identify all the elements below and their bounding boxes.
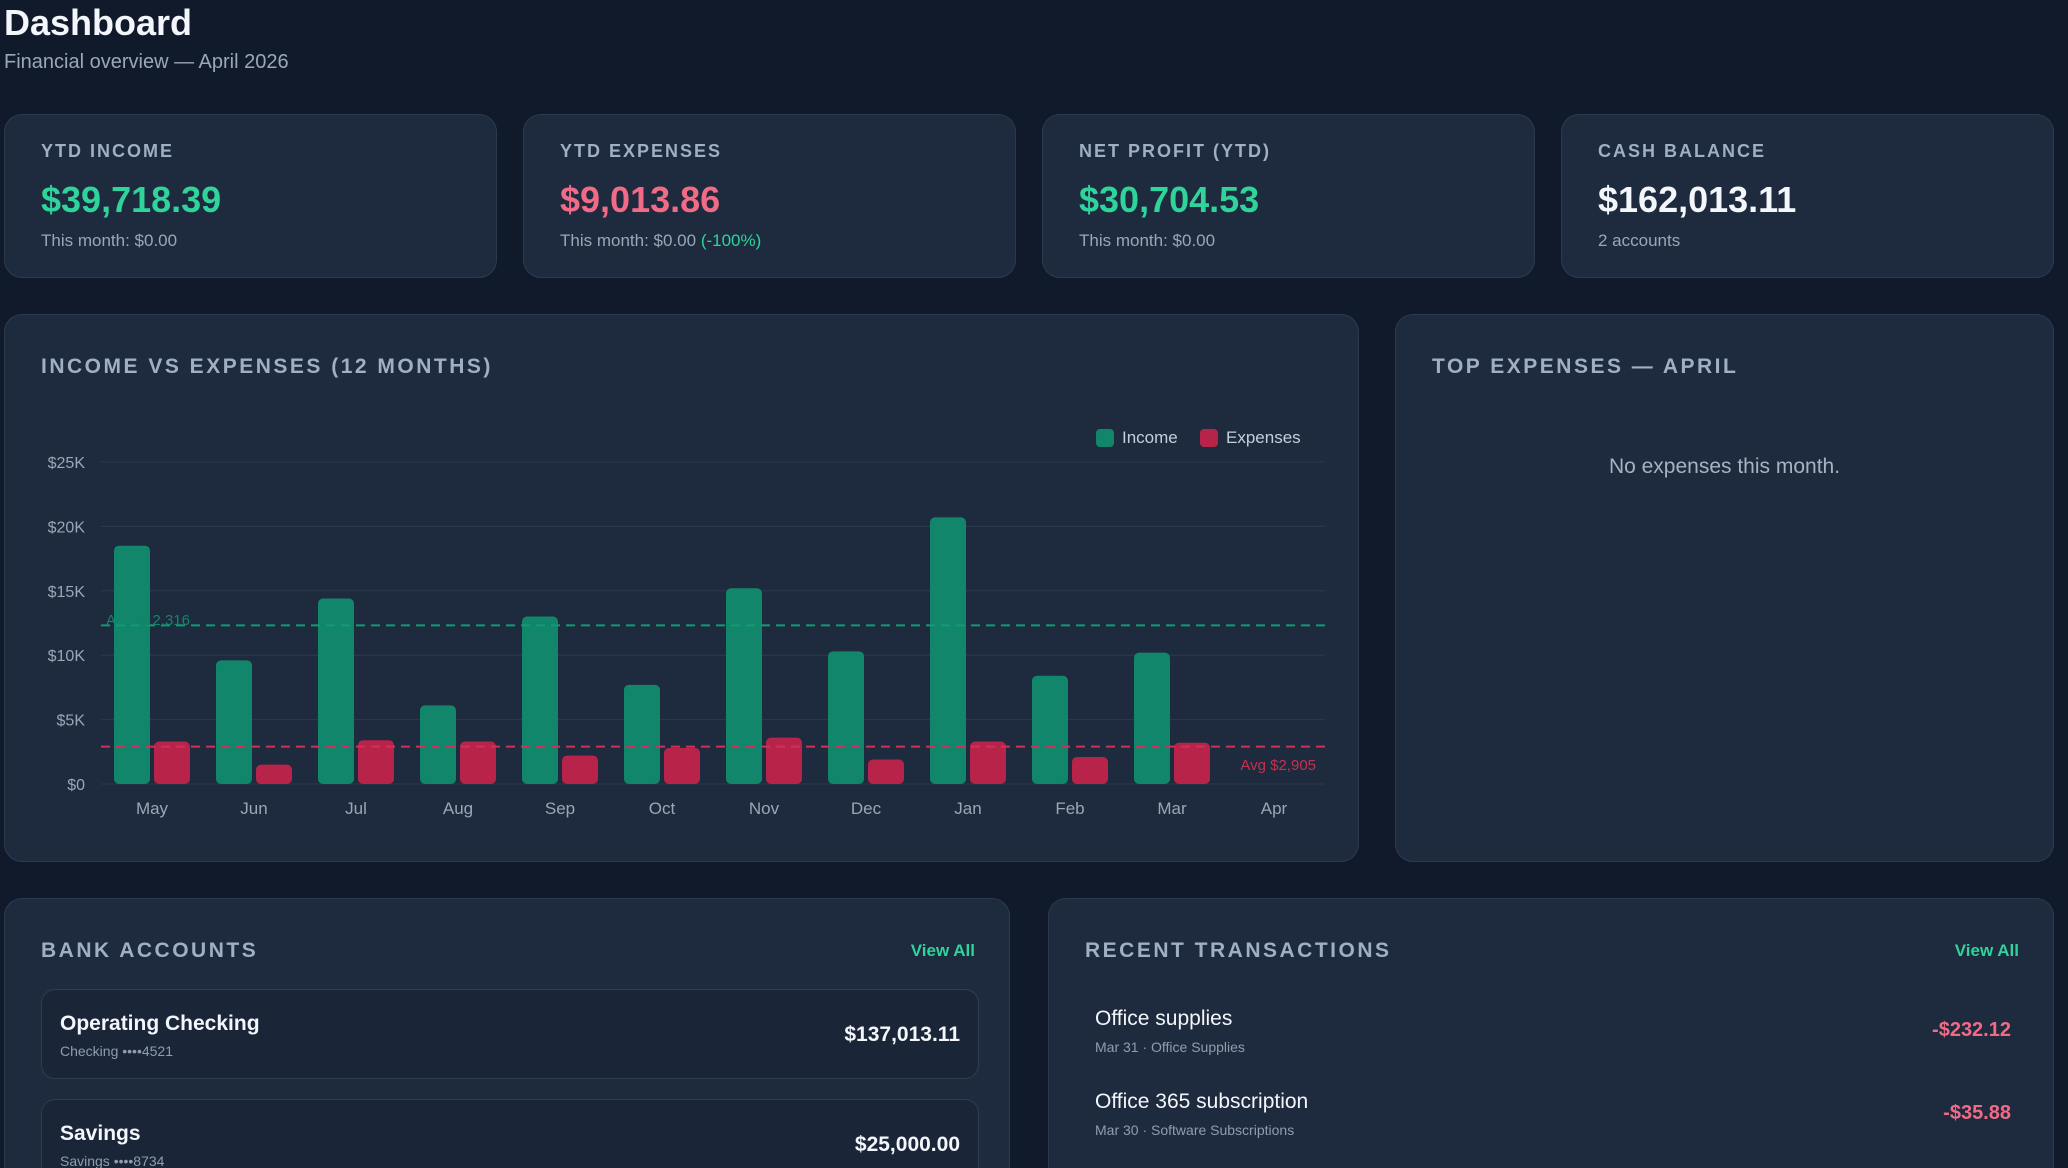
y-tick-label: $5K: [57, 713, 86, 730]
transaction-row[interactable]: Office 365 subscription Mar 30 · Softwar…: [1095, 1090, 2011, 1152]
kpi-card-ytd-expenses: YTD EXPENSES $9,013.86 This month: $0.00…: [523, 114, 1016, 278]
expense-average-label: Avg $2,905: [1240, 757, 1316, 774]
y-tick-label: $20K: [48, 519, 86, 536]
x-tick-label: Feb: [1055, 799, 1084, 818]
account-name: Operating Checking: [60, 1012, 260, 1035]
income-bar[interactable]: [420, 705, 456, 784]
kpi-label: YTD INCOME: [41, 141, 175, 161]
x-tick-label: Apr: [1261, 799, 1288, 818]
x-tick-label: Nov: [749, 799, 780, 818]
page-subtitle: Financial overview — April 2026: [4, 51, 289, 73]
transaction-name: Office 365 subscription: [1095, 1090, 1309, 1113]
top-expenses-title: TOP EXPENSES — APRIL: [1432, 355, 1739, 378]
transaction-name: Office supplies: [1095, 1007, 1233, 1030]
transaction-row[interactable]: Office supplies Mar 31 · Office Supplies…: [1095, 1007, 2011, 1069]
legend-label-expenses: Expenses: [1226, 428, 1301, 447]
x-tick-label: Mar: [1157, 799, 1187, 818]
income-bar[interactable]: [522, 616, 558, 784]
bank-accounts-title: BANK ACCOUNTS: [41, 939, 259, 962]
income-expenses-chart: $0 $5K $10K $15K $20K $25K May Jun Jul Aug Sep Oct N…: [48, 428, 1325, 818]
kpi-card-net-profit: NET PROFIT (YTD) $30,704.53 This month: …: [1042, 114, 1535, 278]
y-tick-label: $15K: [48, 584, 86, 601]
bank-accounts-view-all-link[interactable]: View All: [910, 941, 975, 960]
account-row[interactable]: Operating Checking Checking ••••4521 $13…: [41, 989, 979, 1079]
income-bar[interactable]: [318, 598, 354, 784]
x-tick-label: May: [136, 799, 169, 818]
account-row[interactable]: Savings Savings ••••8734 $25,000.00: [41, 1099, 979, 1168]
income-average-label: Avg $12,316: [106, 612, 190, 629]
x-tick-label: Aug: [443, 799, 473, 818]
kpi-sub: 2 accounts: [1598, 231, 1681, 250]
income-bar[interactable]: [930, 517, 966, 784]
recent-transactions-card: RECENT TRANSACTIONS View All Office supp…: [1048, 898, 2054, 1168]
kpi-label: NET PROFIT (YTD): [1079, 141, 1271, 161]
recent-transactions-title: RECENT TRANSACTIONS: [1085, 939, 1392, 962]
kpi-sub: This month: $0.00: [1079, 231, 1216, 250]
expense-bar[interactable]: [154, 741, 190, 784]
income-bar[interactable]: [216, 660, 252, 784]
income-bar[interactable]: [828, 651, 864, 784]
kpi-value: $162,013.11: [1598, 179, 1797, 220]
kpi-sub-text: This month: $0.00: [560, 231, 697, 250]
kpi-label: YTD EXPENSES: [560, 141, 723, 161]
x-tick-label: Jan: [954, 799, 981, 818]
account-balance: $137,013.11: [844, 1023, 960, 1046]
kpi-sub: This month: $0.00 (-100%): [560, 231, 761, 251]
expense-bar[interactable]: [970, 741, 1006, 784]
transactions-view-all-link[interactable]: View All: [1954, 941, 2019, 960]
legend-label-income: Income: [1122, 428, 1178, 447]
income-bar[interactable]: [726, 588, 762, 784]
page-title: Dashboard: [4, 2, 193, 43]
kpi-card-cash-balance: CASH BALANCE $162,013.11 2 accounts: [1561, 114, 2054, 278]
kpi-value: $39,718.39: [41, 179, 222, 220]
kpi-label: CASH BALANCE: [1598, 141, 1766, 161]
income-bar[interactable]: [114, 545, 150, 784]
kpi-sub: This month: $0.00: [41, 231, 178, 250]
x-tick-label: Jul: [345, 799, 367, 818]
transaction-amount: -$35.88: [1943, 1102, 2011, 1124]
x-tick-label: Jun: [240, 799, 267, 818]
y-tick-label: $0: [67, 777, 85, 794]
x-tick-label: Oct: [649, 799, 676, 818]
account-name: Savings: [60, 1122, 141, 1145]
income-bar[interactable]: [1134, 652, 1170, 784]
y-tick-label: $10K: [48, 648, 86, 665]
x-tick-label: Dec: [851, 799, 882, 818]
legend-swatch-income: [1096, 429, 1114, 447]
expense-bar[interactable]: [868, 759, 904, 784]
transaction-meta: Mar 31 · Office Supplies: [1095, 1039, 1245, 1055]
income-bar[interactable]: [624, 684, 660, 784]
empty-state-message: No expenses this month.: [1608, 455, 1841, 478]
transaction-amount: -$232.12: [1932, 1019, 2011, 1041]
bank-accounts-card: BANK ACCOUNTS View All Operating Checkin…: [4, 898, 1010, 1168]
top-expenses-card: TOP EXPENSES — APRIL No expenses this mo…: [1395, 314, 2054, 862]
chart-title: INCOME VS EXPENSES (12 MONTHS): [41, 355, 493, 378]
expense-bar[interactable]: [562, 755, 598, 784]
expense-bar[interactable]: [1072, 756, 1108, 784]
kpi-value: $30,704.53: [1079, 179, 1260, 220]
kpi-card-ytd-income: YTD INCOME $39,718.39 This month: $0.00: [4, 114, 497, 278]
expense-bar[interactable]: [358, 740, 394, 784]
income-bar[interactable]: [1032, 675, 1068, 784]
legend-swatch-expenses: [1200, 429, 1218, 447]
expense-bar[interactable]: [766, 737, 802, 784]
account-meta: Savings ••••8734: [60, 1153, 165, 1168]
transaction-meta: Mar 30 · Software Subscriptions: [1095, 1122, 1295, 1138]
expense-bar[interactable]: [664, 747, 700, 784]
x-tick-label: Sep: [545, 799, 575, 818]
account-meta: Checking ••••4521: [60, 1043, 174, 1059]
account-balance: $25,000.00: [854, 1133, 960, 1156]
expense-bar[interactable]: [460, 741, 496, 784]
expense-bar[interactable]: [256, 764, 292, 784]
kpi-change-badge: (-100%): [700, 231, 762, 250]
expense-bar[interactable]: [1174, 742, 1210, 784]
kpi-value: $9,013.86: [560, 179, 721, 220]
income-expenses-chart-card: INCOME VS EXPENSES (12 MONTHS) $0 $5K $10K…: [4, 314, 1359, 862]
y-tick-label: $25K: [48, 455, 86, 472]
